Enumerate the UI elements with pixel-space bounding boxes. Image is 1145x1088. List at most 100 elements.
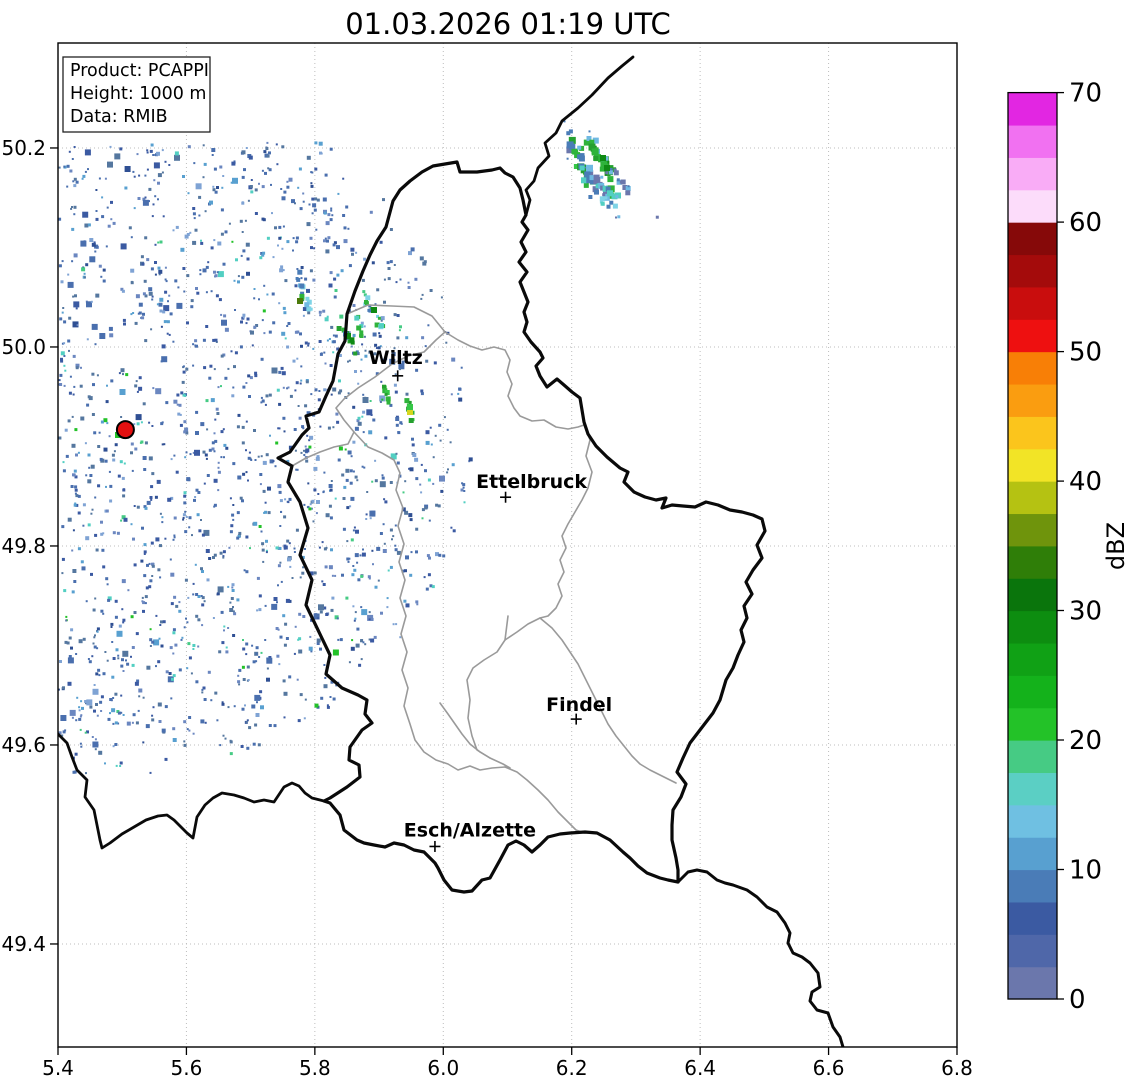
colorbar-segment — [1008, 157, 1057, 191]
y-tick-label: 50.2 — [1, 136, 46, 160]
y-axis-ticks: 49.4 49.6 49.8 50.0 50.2 — [1, 136, 58, 956]
colorbar-segment — [1008, 772, 1057, 806]
precip-pixel — [404, 398, 410, 404]
luxembourg-border — [276, 160, 767, 894]
precip-pixel — [385, 396, 391, 402]
colorbar-tick-label: 30 — [1069, 597, 1102, 627]
precip-accent-pixel — [297, 298, 303, 304]
colorbar: 0 10 20 30 40 50 60 70 — [1007, 79, 1102, 1015]
x-tick-label: 6.0 — [427, 1056, 459, 1080]
precip-pixel — [588, 130, 591, 133]
radar-site-marker — [115, 420, 135, 440]
x-tick-label: 5.8 — [299, 1056, 331, 1080]
canton-border — [439, 702, 491, 759]
precip-pixel — [299, 293, 305, 299]
precip-pixel — [573, 164, 579, 169]
precip-pixel — [589, 175, 595, 181]
map-plot-area — [58, 43, 957, 1047]
precip-pixel — [588, 195, 593, 199]
precip-pixel — [386, 400, 391, 405]
precip-pixel — [336, 326, 342, 331]
colorbar-segment — [1008, 901, 1057, 935]
precip-pixel — [581, 177, 587, 184]
precip-accent-pixel — [600, 155, 606, 161]
precip-pixel — [408, 418, 414, 423]
precip-pixel — [356, 325, 362, 331]
precip-pixel — [583, 139, 590, 146]
colorbar-tick-label: 40 — [1069, 467, 1102, 497]
precip-pixel — [379, 323, 384, 329]
precip-pixel — [354, 315, 360, 321]
y-tick-label: 49.8 — [1, 534, 46, 558]
colorbar-segment — [1008, 286, 1057, 320]
colorbar-segment — [1008, 189, 1057, 223]
precip-pixel — [577, 154, 583, 160]
precip-pixel — [602, 193, 606, 197]
belgium-france-border — [58, 732, 326, 850]
precip-pixel — [408, 400, 412, 404]
colorbar-segment — [1008, 610, 1057, 644]
colorbar-segment — [1008, 837, 1057, 871]
canton-border — [504, 424, 593, 641]
precip-pixel — [602, 185, 609, 192]
precip-pixel — [603, 188, 610, 196]
precip-pixel — [593, 174, 600, 181]
colorbar-segment — [1008, 222, 1057, 256]
precip-pixel — [350, 340, 355, 345]
precip-pixel — [589, 139, 595, 145]
colorbar-segment — [1008, 707, 1057, 741]
precip-pixel — [595, 183, 601, 189]
colorbar-segment — [1008, 966, 1057, 1000]
info-height-line: Height: 1000 m — [70, 84, 206, 104]
precip-pixel — [584, 171, 591, 178]
city-label: Esch/Alzette — [404, 820, 536, 842]
colorbar-segment — [1008, 448, 1057, 482]
canton-border — [539, 617, 677, 784]
precip-pixel — [295, 277, 299, 280]
colorbar-axis-label: dBZ — [1102, 522, 1130, 570]
precip-pixel — [377, 316, 381, 320]
colorbar-tick-label: 70 — [1069, 79, 1102, 109]
precip-pixel — [304, 302, 310, 308]
radar-dot-icon — [115, 420, 135, 440]
colorbar-segment — [1008, 383, 1057, 417]
precip-pixel — [364, 300, 368, 304]
precip-pixel — [577, 145, 582, 150]
precip-pixel — [376, 314, 379, 318]
precip-pixel — [608, 170, 613, 175]
precip-pixel — [306, 306, 312, 312]
x-tick-label: 5.4 — [42, 1056, 74, 1080]
y-tick-label: 49.6 — [1, 733, 46, 757]
precip-pixel — [580, 168, 586, 174]
city-label: Ettelbruck — [476, 471, 587, 493]
precip-pixel — [305, 296, 310, 301]
precip-accent-pixel — [371, 307, 377, 313]
colorbar-segment — [1008, 675, 1057, 709]
precip-pixel — [300, 291, 305, 296]
precip-pixel — [606, 204, 611, 209]
precip-pixel — [617, 215, 621, 219]
colorbar-segment — [1008, 351, 1057, 385]
colorbar-segment — [1008, 642, 1057, 676]
colorbar-segment — [1008, 740, 1057, 773]
precip-pixel — [571, 148, 577, 154]
precip-pixel — [368, 308, 373, 313]
city-markers: Wiltz Ettelbruck Findel Esch/Alzette — [369, 347, 612, 852]
precipitation-cells — [115, 120, 659, 438]
precip-pixel — [583, 182, 589, 188]
precip-pixel — [299, 283, 305, 289]
canton-borders — [291, 304, 677, 834]
precip-pixel — [611, 167, 617, 173]
precip-pixel — [604, 196, 608, 200]
precip-pixel — [341, 327, 347, 333]
precip-pixel — [592, 186, 599, 193]
x-tick-label: 6.2 — [556, 1056, 588, 1080]
belgium-germany-border — [524, 55, 635, 217]
precip-pixel — [655, 215, 659, 219]
precip-pixel — [627, 185, 630, 188]
precip-pixel — [355, 350, 359, 354]
canton-border — [353, 431, 506, 771]
precip-accent-pixel — [407, 409, 413, 415]
colorbar-segment — [1008, 481, 1057, 515]
country-borders — [58, 55, 845, 1047]
